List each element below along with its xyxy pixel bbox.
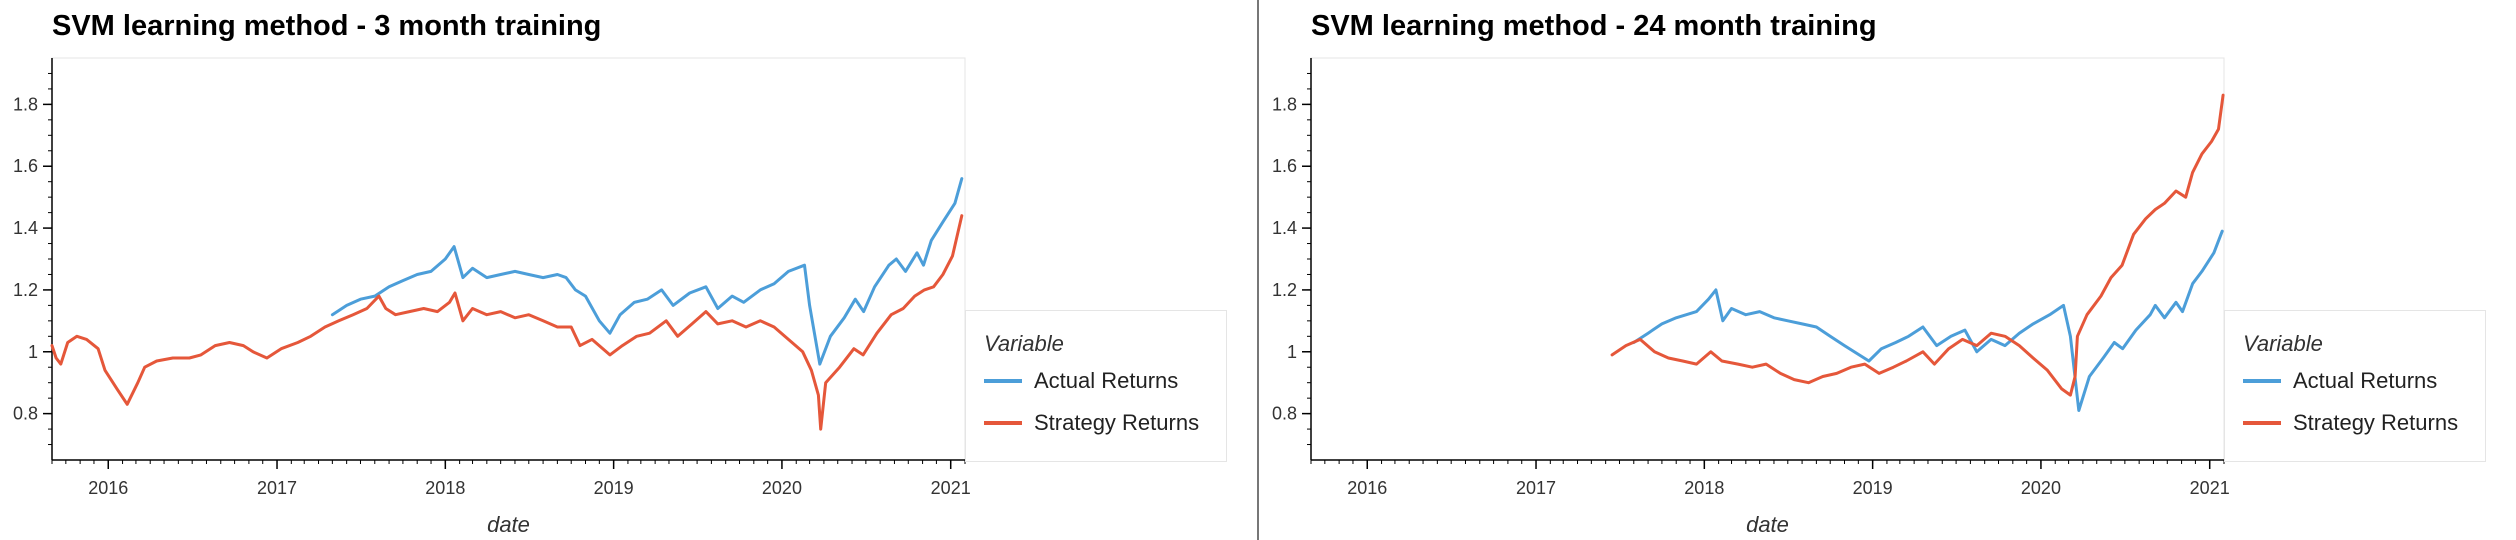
legend-label: Strategy Returns [1034, 410, 1200, 435]
panel-divider [1257, 0, 1259, 540]
x-tick-label: 2021 [931, 478, 971, 498]
chart-panel-24-month: SVM learning method - 24 month training … [1259, 0, 2516, 540]
y-tick-label: 1.2 [1272, 280, 1297, 300]
chart-title: SVM learning method - 3 month training [52, 10, 602, 42]
series-line-strategy-returns [1610, 93, 2225, 397]
legend-item-actual-returns[interactable]: Actual Returns [2243, 368, 2437, 398]
legend-item-actual-returns[interactable]: Actual Returns [984, 368, 1178, 398]
chart-panel-3-month: SVM learning method - 3 month training 0… [0, 0, 1257, 540]
legend-label: Strategy Returns [2293, 410, 2459, 435]
legend-label: Actual Returns [2293, 368, 2438, 393]
line-chart: 0.8 1 1.2 1.4 1.6 1.8 2016 2017 2018 2019 2020 2021… [1272, 57, 2230, 537]
y-tick-label: 1.4 [13, 218, 38, 238]
chart-title: SVM learning method - 24 month training [1311, 10, 1877, 42]
plot-frame [51, 57, 966, 461]
y-tick-label: 1.4 [1272, 218, 1297, 238]
x-axis-title: date [487, 512, 530, 537]
y-tick-label: 1 [28, 342, 38, 362]
series-line-strategy-returns [50, 214, 964, 431]
x-tick-label: 2017 [257, 478, 297, 498]
legend-label: Actual Returns [1034, 368, 1179, 393]
legend-swatch-strategy [984, 421, 1022, 425]
x-tick-label: 2018 [425, 478, 465, 498]
legend: Variable Actual Returns Strategy Returns [2224, 310, 2486, 462]
legend: Variable Actual Returns Strategy Returns [965, 310, 1227, 462]
legend-swatch-actual [2243, 379, 2281, 383]
x-tick-label: 2017 [1516, 478, 1556, 498]
y-tick-label: 1.8 [1272, 94, 1297, 114]
y-tick-label: 1.6 [1272, 156, 1297, 176]
x-tick-label: 2021 [2190, 478, 2230, 498]
legend-swatch-actual [984, 379, 1022, 383]
legend-item-strategy-returns[interactable]: Strategy Returns [2243, 410, 2458, 440]
y-tick-label: 1.2 [13, 280, 38, 300]
x-tick-label: 2020 [2021, 478, 2061, 498]
y-tick-label: 1.6 [13, 156, 38, 176]
legend-item-strategy-returns[interactable]: Strategy Returns [984, 410, 1199, 440]
x-tick-label: 2016 [88, 478, 128, 498]
series-line-actual-returns [330, 177, 964, 366]
legend-swatch-strategy [2243, 421, 2281, 425]
legend-title: Variable [984, 331, 1064, 356]
y-tick-label: 1.8 [13, 94, 38, 114]
line-chart: 0.8 1 1.2 1.4 1.6 1.8 2016 2017 2018 2019 2020 2021… [13, 57, 971, 537]
x-tick-label: 2019 [594, 478, 634, 498]
x-tick-label: 2019 [1853, 478, 1893, 498]
plot-frame [1310, 57, 2225, 461]
y-tick-label: 0.8 [13, 404, 38, 424]
legend-title: Variable [2243, 331, 2323, 356]
series-line-actual-returns [1632, 229, 2224, 412]
x-tick-label: 2020 [762, 478, 802, 498]
y-tick-label: 1 [1287, 342, 1297, 362]
y-tick-label: 0.8 [1272, 404, 1297, 424]
x-axis-title: date [1746, 512, 1789, 537]
x-tick-label: 2016 [1347, 478, 1387, 498]
x-tick-label: 2018 [1684, 478, 1724, 498]
